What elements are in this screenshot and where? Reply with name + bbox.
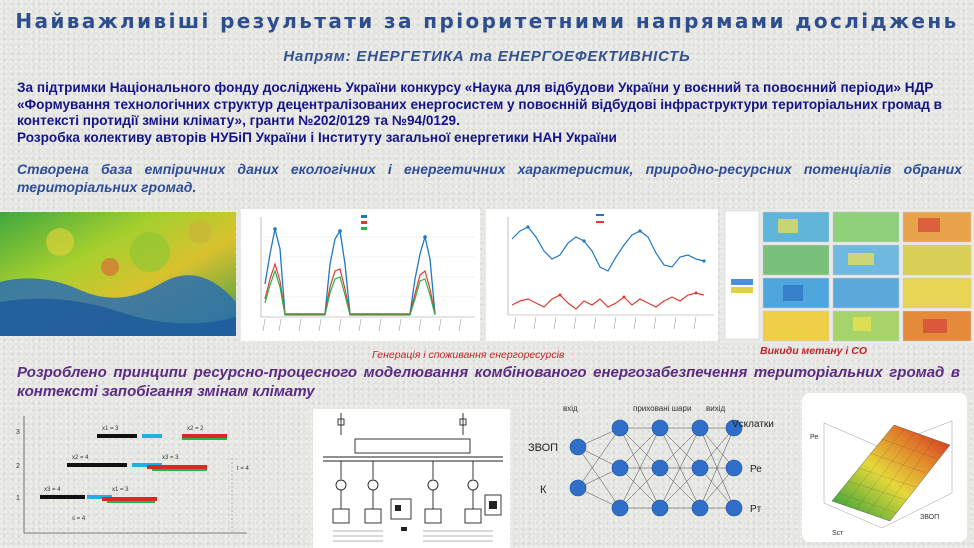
nn-output-label-3: Рт [750,504,762,515]
svg-text:3: 3 [16,429,20,436]
svg-text:2: 2 [16,463,20,470]
svg-text:x3 = 3: x3 = 3 [162,455,179,461]
svg-text:x2 = 4: x2 = 4 [72,455,89,461]
surface-axis-x: ЗВОП [920,514,939,521]
nn-input-label-1: ЗВОП [528,442,558,454]
surface-axis-y: Ѕст [832,530,844,537]
developed-by-text: Розробка колективу авторів НУБіП України… [17,129,617,145]
nn-output-label-2: Ре [750,464,762,475]
svg-text:x1 = 3: x1 = 3 [102,426,119,432]
nn-header-input: вхід [563,404,578,413]
support-paragraph: За підтримки Національного фонду дослідж… [17,80,962,146]
svg-text:x3 = 4: x3 = 4 [44,487,61,493]
nn-header-output: вихід [706,404,725,413]
result-1-text: Створена база емпіричних даних екологічн… [17,161,962,195]
nn-output-label-1: Vсклатки [732,419,774,430]
svg-text:s = 4: s = 4 [72,516,86,522]
svg-text:x2 = 2: x2 = 2 [187,426,204,432]
surface-plot-image: Ре Ѕст ЗВОП [802,393,967,542]
process-timeline-diagram: 3 2 1 x1 = 3 x2 = 2 x2 = 4 x3 = 3 x3 = 4 x1… [12,408,257,543]
svg-text:1: 1 [16,495,20,502]
support-text: За підтримки Національного фонду дослідж… [17,80,942,129]
result-2-text: Розроблено принципи ресурсно-процесного … [17,364,960,400]
svg-text:t = 4: t = 4 [237,466,250,472]
nn-input-label-2: К [540,484,547,496]
caption-generation: Генерація і споживання енергоресурсів [372,349,565,361]
time-series-chart-image [486,209,718,341]
electrical-scheme-diagram [313,409,510,548]
page-title: Найважливіші результати за пріоритетними… [15,9,959,33]
neural-network-diagram: вхід приховані шари вихід ЗВОП К Vсклатк… [528,400,796,545]
caption-methane: Викиди метану і СО [760,345,868,357]
svg-text:x1 = 3: x1 = 3 [112,487,129,493]
satellite-map-image [0,212,236,336]
methane-heatmaps-image [723,209,974,343]
direction-subtitle: Напрям: ЕНЕРГЕТИКА та ЕНЕРГОЕФЕКТИВНІСТЬ [283,48,691,65]
nn-header-hidden: приховані шари [633,404,691,413]
surface-axis-z: Ре [810,434,818,441]
generation-chart-image [241,209,480,341]
